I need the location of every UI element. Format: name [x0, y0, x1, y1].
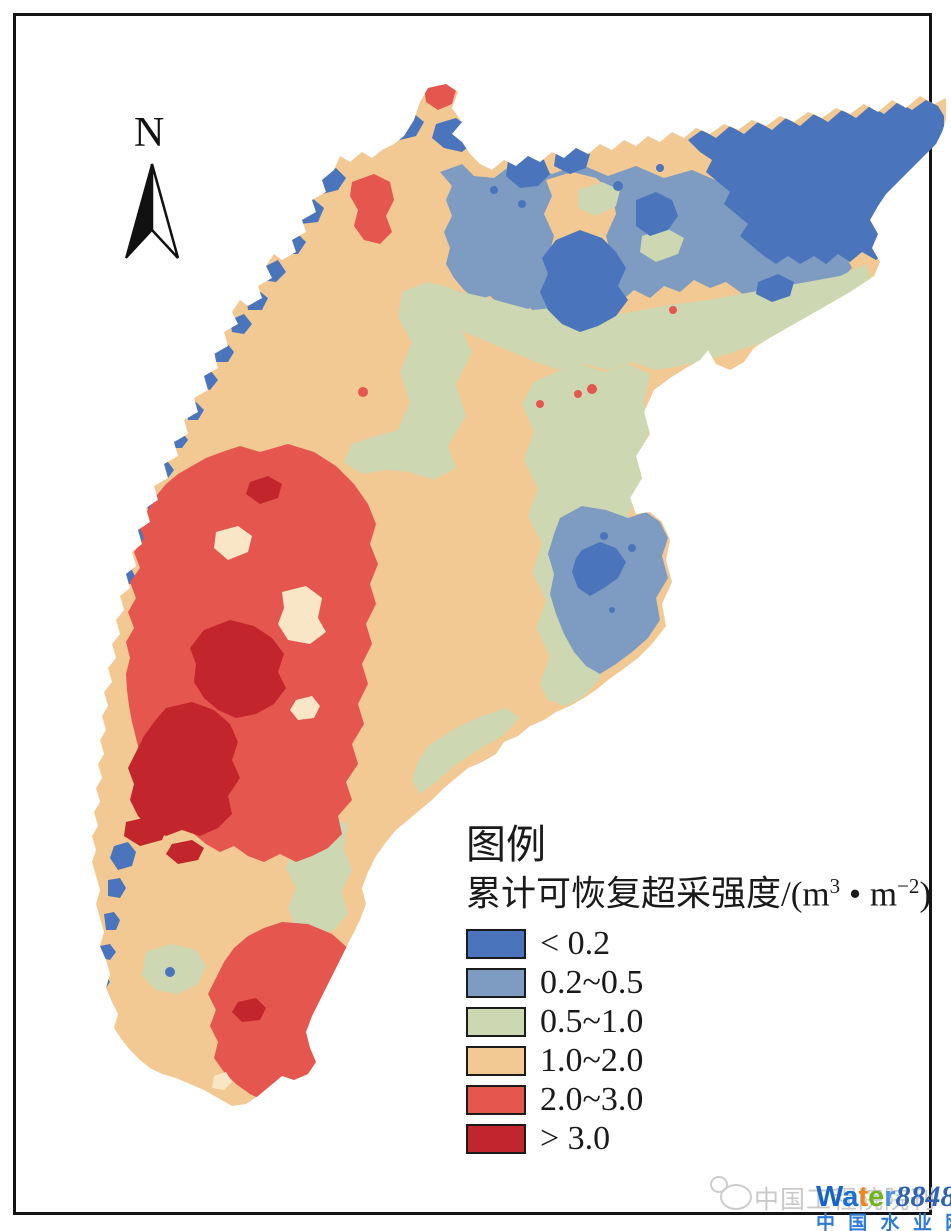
map-layer-darkred [124, 476, 286, 1022]
brand-letter: W [816, 1181, 843, 1213]
legend-title: 累计可恢复超采强度/(m3 • m−2) [466, 874, 932, 914]
legend-label: 2.0~3.0 [540, 1081, 644, 1119]
legend-row: 1.0~2.0 [466, 1042, 946, 1081]
legend-label: 0.2~0.5 [540, 964, 644, 1002]
site-name: 中 国 水 业 网 [816, 1213, 951, 1231]
legend-label: < 0.2 [540, 925, 611, 963]
legend-swatch-05-10 [466, 1007, 526, 1038]
legend-row: 0.5~1.0 [466, 1003, 946, 1042]
north-arrow-icon [125, 163, 180, 259]
legend-row: 2.0~3.0 [466, 1081, 946, 1120]
map-layer-pale-gaps [212, 526, 326, 1090]
brand-number: 8848 [895, 1180, 951, 1213]
journal-logo-icon [710, 1176, 756, 1212]
legend-swatch-gt30 [466, 1124, 526, 1155]
legend-row: 0.2~0.5 [466, 964, 946, 1003]
brand-letter: a [842, 1181, 859, 1213]
legend-swatch-10-20 [466, 1046, 526, 1077]
north-arrow: N [112, 112, 202, 262]
legend-swatch-20-30 [466, 1085, 526, 1116]
legend-label: 0.5~1.0 [540, 1003, 644, 1041]
legend: 图例 累计可恢复超采强度/(m3 • m−2) < 0.2 0.2~0.5 0.… [466, 822, 946, 1159]
legend-label: 1.0~2.0 [540, 1042, 644, 1080]
legend-row: > 3.0 [466, 1120, 946, 1159]
legend-row: < 0.2 [466, 925, 946, 964]
legend-swatch-lt02 [466, 929, 526, 960]
legend-label: > 3.0 [540, 1120, 611, 1158]
brand-letter: e [868, 1181, 885, 1213]
legend-swatch-02-05 [466, 968, 526, 999]
north-label: N [134, 110, 165, 156]
brand-letter: r [884, 1181, 896, 1213]
journal-name: 中国工程院院刊 [754, 1186, 937, 1214]
water8848-watermark: Water8848.com [816, 1182, 951, 1212]
brand-letter: t [858, 1181, 869, 1213]
map-layer-steelblue-blob [548, 506, 668, 674]
watermark: 中国工程院院刊 Water8848.com 中 国 水 业 网 [700, 1168, 951, 1231]
legend-heading: 图例 [466, 822, 546, 867]
